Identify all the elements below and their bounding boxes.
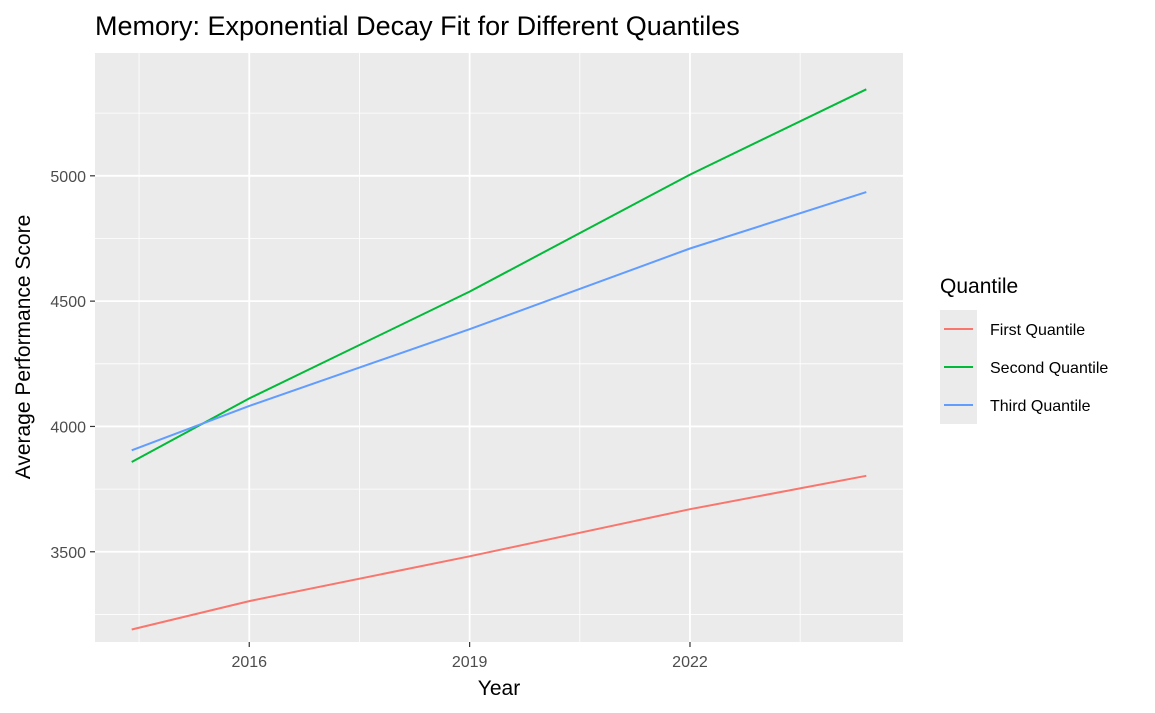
x-tick-label: 2022 xyxy=(672,654,708,671)
series-lines xyxy=(131,88,867,631)
y-tick-label: 4500 xyxy=(50,294,86,311)
y-tick-label: 4000 xyxy=(50,419,86,436)
x-axis-title: Year xyxy=(478,677,520,700)
plot-panel xyxy=(95,53,903,642)
y-axis: 3500 4000 4500 5000 xyxy=(50,169,95,562)
chart-title: Memory: Exponential Decay Fit for Differ… xyxy=(95,11,740,41)
y-tick-label: 3500 xyxy=(50,545,86,562)
minor-gridlines xyxy=(95,53,903,642)
series-line-1 xyxy=(131,474,867,631)
legend: Quantile First Quantile Second Quantile Th… xyxy=(940,275,1108,424)
y-axis-title: Average Performance Score xyxy=(12,215,35,480)
legend-title: Quantile xyxy=(940,275,1018,298)
major-gridlines xyxy=(95,53,903,642)
legend-label: Third Quantile xyxy=(990,398,1091,415)
y-tick-label: 5000 xyxy=(50,169,86,186)
legend-label: First Quantile xyxy=(990,322,1085,339)
series-line-2 xyxy=(131,88,867,463)
series-line-3 xyxy=(131,191,867,452)
legend-label: Second Quantile xyxy=(990,360,1108,377)
x-tick-label: 2019 xyxy=(452,654,488,671)
x-axis: 2016 2019 2022 xyxy=(231,642,708,671)
x-tick-label: 2016 xyxy=(231,654,267,671)
